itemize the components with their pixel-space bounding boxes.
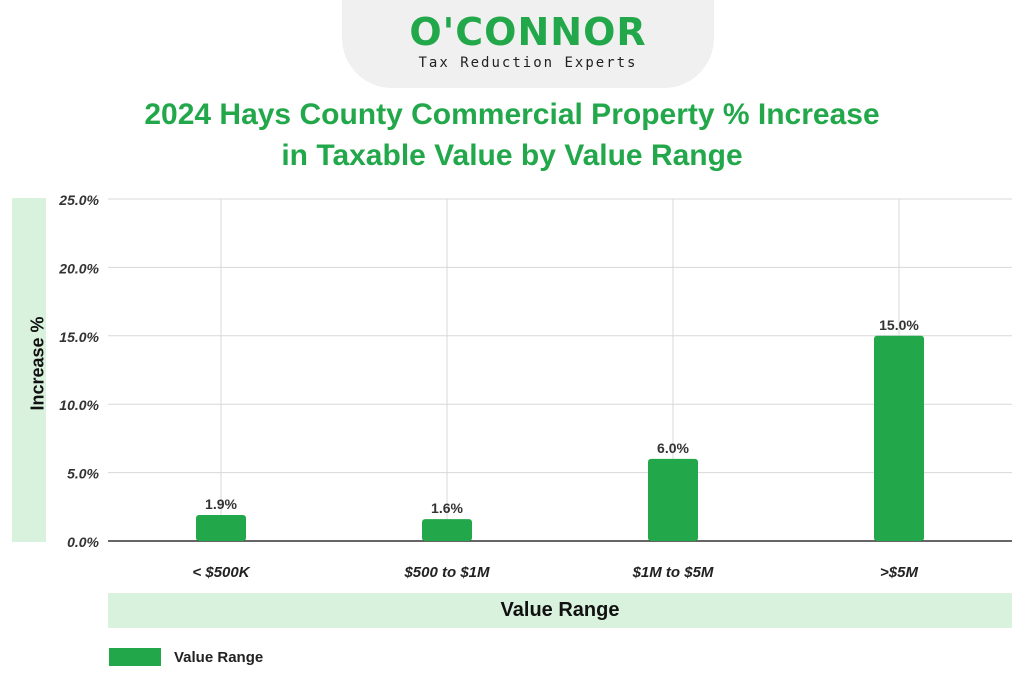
data-label: 6.0% bbox=[657, 440, 689, 456]
y-tick-label: 15.0% bbox=[59, 329, 99, 345]
legend-swatch bbox=[109, 648, 161, 666]
x-axis-title: Value Range bbox=[500, 599, 620, 621]
data-label: 1.9% bbox=[205, 496, 237, 512]
bar bbox=[648, 458, 698, 541]
y-tick-label: 5.0% bbox=[67, 466, 99, 482]
data-label: 15.0% bbox=[879, 317, 919, 333]
y-tick-label: 20.0% bbox=[58, 260, 99, 276]
logo-banner: O'CONNOR Tax Reduction Experts bbox=[342, 0, 714, 88]
bar bbox=[422, 519, 472, 541]
y-tick-label: 25.0% bbox=[58, 192, 99, 208]
y-axis-label-band bbox=[12, 198, 46, 542]
y-tick-label: 10.0% bbox=[59, 397, 99, 413]
bar bbox=[874, 335, 924, 541]
chart-title-line-2: in Taxable Value by Value Range bbox=[281, 139, 743, 172]
x-axis-label-band bbox=[108, 593, 1012, 628]
bar bbox=[196, 515, 246, 541]
x-tick-label: < $500K bbox=[192, 564, 250, 581]
data-label: 1.6% bbox=[431, 500, 463, 516]
brand-tagline: Tax Reduction Experts bbox=[418, 55, 638, 71]
brand-logo: O'CONNOR bbox=[409, 10, 647, 54]
y-tick-label: 0.0% bbox=[67, 534, 99, 550]
x-tick-label: $500 to $1M bbox=[403, 564, 490, 581]
legend-label: Value Range bbox=[174, 649, 264, 666]
x-tick-label: >$5M bbox=[880, 564, 918, 581]
x-tick-label: $1M to $5M bbox=[632, 564, 714, 581]
chart-title-line-1: 2024 Hays County Commercial Property % I… bbox=[144, 98, 880, 131]
